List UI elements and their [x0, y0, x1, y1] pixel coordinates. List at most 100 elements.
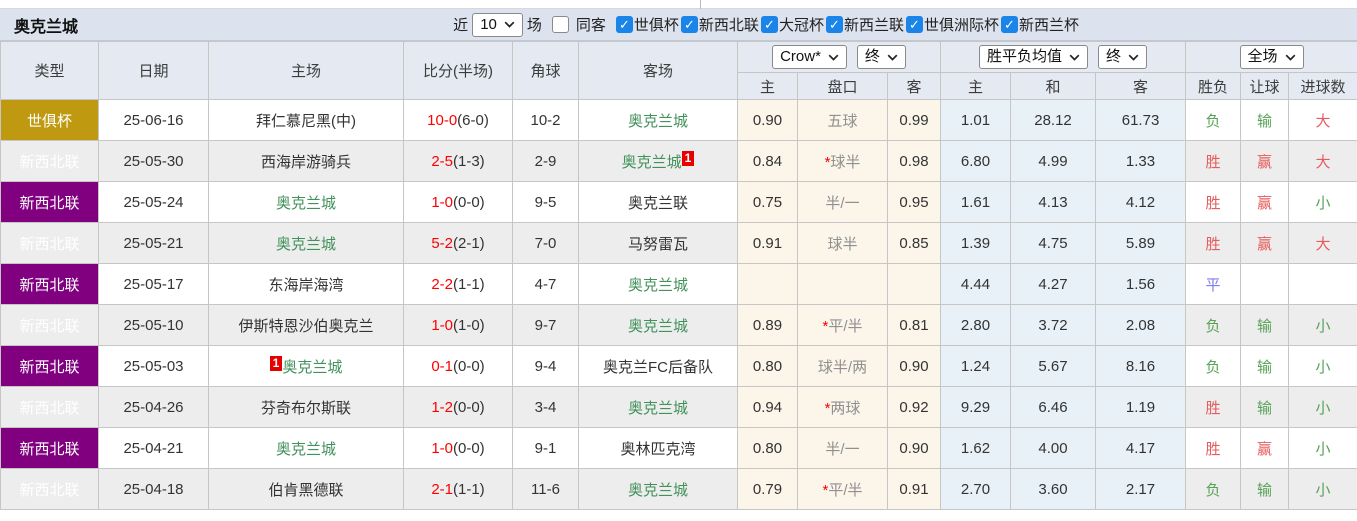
team-name[interactable]: 奥克兰城	[621, 153, 682, 171]
competition-filter[interactable]: 新西兰杯	[1000, 14, 1079, 35]
full-score: 10-0	[427, 111, 458, 129]
half-score: (1-0)	[453, 316, 485, 334]
competition-filter[interactable]: 世俱杯	[615, 14, 679, 35]
goals-cell: 小	[1288, 386, 1357, 428]
checkbox-icon[interactable]	[680, 16, 698, 33]
scope-value: 全场	[1247, 48, 1278, 65]
handicap-result-cell: 输	[1240, 386, 1290, 428]
half-score: (6-0)	[457, 111, 489, 129]
team-name[interactable]: 奥克兰FC后备队	[603, 358, 713, 376]
avg-away: 2.08	[1095, 304, 1187, 346]
team-name[interactable]: 奥克兰城	[275, 194, 336, 212]
team-name[interactable]: 奥克兰城	[627, 399, 688, 417]
team-name[interactable]: 奥林匹克湾	[620, 440, 696, 458]
team-name[interactable]: 奥克兰城	[275, 235, 336, 253]
team-name[interactable]: 奥克兰城	[282, 358, 343, 376]
odds-handicap: 半/一	[797, 181, 888, 223]
avg-draw: 3.60	[1010, 468, 1097, 510]
avg-away: 1.33	[1095, 140, 1187, 182]
col-header-home: 主场	[208, 41, 404, 100]
team-name[interactable]: 奥克兰联	[627, 194, 688, 212]
team-name[interactable]: 奥克兰城	[627, 112, 688, 130]
avg-home: 1.39	[940, 222, 1012, 264]
avg-home: 1.24	[940, 345, 1012, 387]
handicap-text: 半/一	[825, 440, 860, 458]
recent-count-select[interactable]: 10	[472, 12, 523, 37]
avg-away: 5.89	[1095, 222, 1187, 264]
odds-away: 0.90	[886, 427, 942, 469]
same-opponent-checkbox[interactable]	[551, 16, 569, 33]
away-team: 奥克兰城 1	[578, 140, 738, 182]
result-cell: 负	[1185, 468, 1242, 510]
goals-cell	[1288, 263, 1357, 305]
odds-away: 0.98	[886, 140, 942, 182]
odds-away: 0.81	[886, 304, 942, 346]
corner-score: 9-7	[512, 304, 579, 346]
col-header-date: 日期	[98, 41, 209, 100]
team-name[interactable]: 奥克兰城	[627, 276, 688, 294]
away-team: 奥林匹克湾	[578, 427, 738, 469]
competition-filter[interactable]: 世俱洲际杯	[905, 14, 999, 35]
team-name[interactable]: 伊斯特恩沙伯奥克兰	[238, 317, 374, 335]
corner-score: 2-9	[512, 140, 579, 182]
handicap-text: 半/一	[825, 194, 860, 212]
home-team: 奥克兰城	[208, 427, 404, 469]
chevron-down-icon	[1128, 54, 1139, 61]
odds-handicap: *两球	[797, 386, 888, 428]
team-name[interactable]: 拜仁慕尼黑(中)	[256, 112, 356, 130]
filter-controls: 近 10 场 同客 世俱杯 新西北联 大冠杯 新西兰联 世俱洲际杯 新西兰杯	[449, 12, 1079, 37]
odds-handicap: *平/半	[797, 304, 888, 346]
team-name[interactable]: 芬奇布尔斯联	[260, 399, 351, 417]
result-cell: 胜	[1185, 427, 1242, 469]
competition-label: 世俱洲际杯	[923, 17, 999, 34]
team-name[interactable]: 伯肯黑德联	[268, 481, 344, 499]
competition-filter[interactable]: 新西北联	[680, 14, 759, 35]
chevron-down-icon	[887, 54, 898, 61]
team-name[interactable]: 马努雷瓦	[627, 235, 688, 253]
avg-state-select[interactable]: 终	[1098, 45, 1148, 69]
half-score: (2-1)	[453, 234, 485, 252]
avg-draw: 28.12	[1010, 99, 1097, 141]
table-row: 新西北联 25-05-30 西海岸游骑兵 2-5(1-3) 2-9 奥克兰城 1 0.84 *球…	[0, 140, 1357, 182]
result-cell: 平	[1185, 263, 1242, 305]
checkbox-icon[interactable]	[905, 16, 923, 33]
odds-handicap: 五球	[797, 99, 888, 141]
odds-company-value: Crow*	[780, 48, 821, 65]
checkbox-icon[interactable]	[760, 16, 778, 33]
full-score: 2-1	[431, 480, 453, 498]
home-team: 拜仁慕尼黑(中)	[208, 99, 404, 141]
recent-suffix-label: 场	[526, 17, 542, 34]
match-date: 25-05-21	[98, 222, 209, 264]
match-date: 25-05-17	[98, 263, 209, 305]
scope-select[interactable]: 全场	[1239, 45, 1304, 69]
checkbox-icon[interactable]	[615, 16, 633, 33]
handicap-text: 球半	[827, 235, 858, 253]
table-row: 新西北联 25-05-17 东海岸海湾 2-2(1-1) 4-7 奥克兰城 4.44 4.27…	[0, 263, 1357, 305]
goals-cell: 小	[1288, 468, 1357, 510]
result-cell: 胜	[1185, 140, 1242, 182]
avg-state-value: 终	[1106, 48, 1122, 65]
team-name[interactable]: 奥克兰城	[627, 317, 688, 335]
avg-draw: 5.67	[1010, 345, 1097, 387]
checkbox-icon[interactable]	[825, 16, 843, 33]
competition-filter[interactable]: 新西兰联	[825, 14, 904, 35]
handicap-result-cell	[1240, 263, 1290, 305]
odds-state-select[interactable]: 终	[856, 45, 906, 69]
team-name[interactable]: 东海岸海湾	[268, 276, 344, 294]
home-team: 奥克兰城	[208, 181, 404, 223]
competition-label: 世俱杯	[633, 17, 679, 34]
team-name[interactable]: 奥克兰城	[275, 440, 336, 458]
half-score: (0-0)	[453, 398, 485, 416]
team-name[interactable]: 西海岸游骑兵	[260, 153, 351, 171]
table-row: 新西北联 25-05-03 1 奥克兰城 0-1(0-0) 9-4 奥克兰FC后备队 0.80…	[0, 345, 1357, 387]
checkbox-icon[interactable]	[1000, 16, 1018, 33]
away-team: 奥克兰城	[578, 99, 738, 141]
table-row: 新西北联 25-05-10 伊斯特恩沙伯奥克兰 1-0(1-0) 9-7 奥克兰城 0.89…	[0, 304, 1357, 346]
odds-company-select[interactable]: Crow*	[772, 45, 847, 69]
avg-type-select[interactable]: 胜平负均值	[979, 45, 1089, 69]
team-name[interactable]: 奥克兰城	[627, 481, 688, 499]
odds-handicap: 半/一	[797, 427, 888, 469]
full-score: 2-5	[431, 152, 453, 170]
competition-filter[interactable]: 大冠杯	[760, 14, 824, 35]
corner-score: 10-2	[512, 99, 579, 141]
